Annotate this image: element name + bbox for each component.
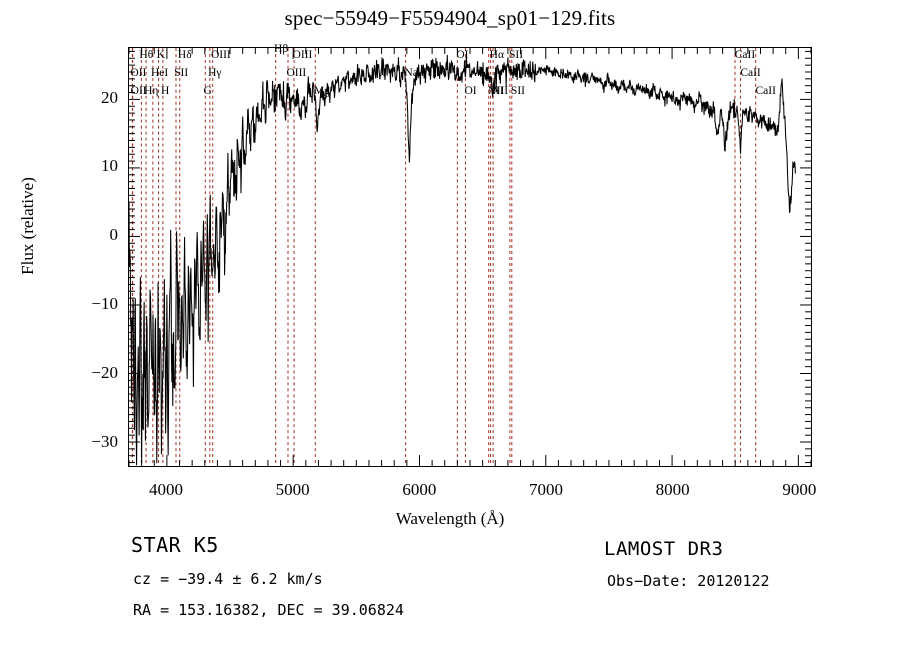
line-label-CaII-8662: CaII	[755, 85, 776, 97]
x-tick-4000: 4000	[149, 480, 183, 499]
observation-date: Obs−Date: 20120122	[607, 572, 770, 590]
line-label-K-3934: K	[156, 49, 165, 61]
x-tick-6000: 6000	[402, 480, 437, 499]
axis-ticks	[128, 48, 812, 466]
line-label-NII-6583: NII	[492, 85, 509, 97]
survey-name: LAMOST DR3	[604, 538, 724, 560]
line-label-H-6563: Hα	[489, 49, 504, 61]
line-label-CaII-8498: CaII	[734, 49, 756, 61]
line-label-SII-6731: SII	[510, 85, 525, 97]
y-tick-20: 20	[101, 87, 118, 107]
x-tick-8000: 8000	[655, 480, 690, 499]
line-label-OII-3727: OII	[130, 67, 147, 79]
spectrum-svg	[128, 48, 796, 466]
line-label-OI-6364: OI	[464, 85, 477, 97]
object-class: STAR K5	[131, 533, 219, 557]
line-label-H-4340: Hγ	[208, 67, 222, 79]
page-title: spec−55949−F5594904_sp01−129.fits	[284, 6, 616, 30]
x-axis-title: Wavelength (Å)	[395, 509, 505, 528]
spectrum-trace	[128, 54, 796, 466]
line-label-H-4102: Hδ	[177, 49, 192, 61]
y-tick-10: 10	[101, 156, 118, 176]
line-label-OIII-5007: OIII	[292, 49, 313, 61]
redshift-cz: cz = −39.4 ± 6.2 km/s	[133, 570, 323, 588]
x-tick-5000: 5000	[275, 480, 310, 499]
line-label-H-3835: Hη	[144, 85, 159, 97]
y-tick-minus30: −30	[91, 431, 118, 451]
y-tick-minus20: −20	[91, 363, 118, 383]
line-label-NII-6548: NII	[487, 85, 504, 97]
plot-canvas	[128, 48, 811, 466]
line-label-Na-5890: Na	[404, 67, 418, 79]
line-label-H-4861: Hβ	[274, 43, 289, 55]
line-label-SII-4072: SII	[174, 67, 189, 79]
y-tick-minus10: −10	[91, 294, 118, 314]
line-label-OII-3729: OII	[130, 85, 147, 97]
line-label-Mg-5175: Mg	[313, 85, 330, 97]
line-label-OIII-4363: OIII	[210, 49, 231, 61]
y-axis-title: Flux (relative)	[18, 177, 37, 275]
x-tick-7000: 7000	[529, 480, 563, 499]
line-label-H-3968: H	[160, 85, 170, 97]
line-label-HeI-3889: HeI	[150, 67, 169, 79]
line-label-CaII-8542: CaII	[740, 67, 761, 79]
line-label-SII-6716: SII	[509, 49, 524, 61]
ra-dec: RA = 153.16382, DEC = 39.06824	[133, 601, 404, 619]
line-label-G-4304: G	[203, 85, 212, 97]
spectral-line-markers	[131, 48, 757, 466]
line-label-OI-6300: OI	[456, 49, 469, 61]
y-tick-0: 0	[109, 225, 119, 245]
line-label-OIII-4959: OIII	[286, 67, 307, 79]
x-tick-9000: 9000	[782, 480, 817, 499]
plot-frame	[128, 47, 812, 467]
line-label-H-3798: Hθ	[139, 49, 154, 61]
